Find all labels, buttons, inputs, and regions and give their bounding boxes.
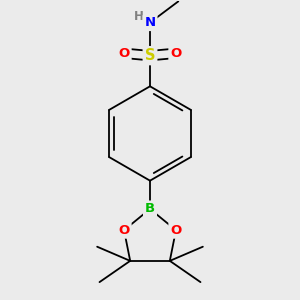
Text: O: O: [170, 47, 182, 60]
Text: H: H: [134, 10, 144, 23]
Text: N: N: [144, 16, 156, 29]
Text: O: O: [118, 47, 130, 60]
Text: B: B: [145, 202, 155, 215]
Text: O: O: [170, 224, 182, 237]
Text: O: O: [118, 224, 130, 237]
Text: S: S: [145, 48, 155, 63]
